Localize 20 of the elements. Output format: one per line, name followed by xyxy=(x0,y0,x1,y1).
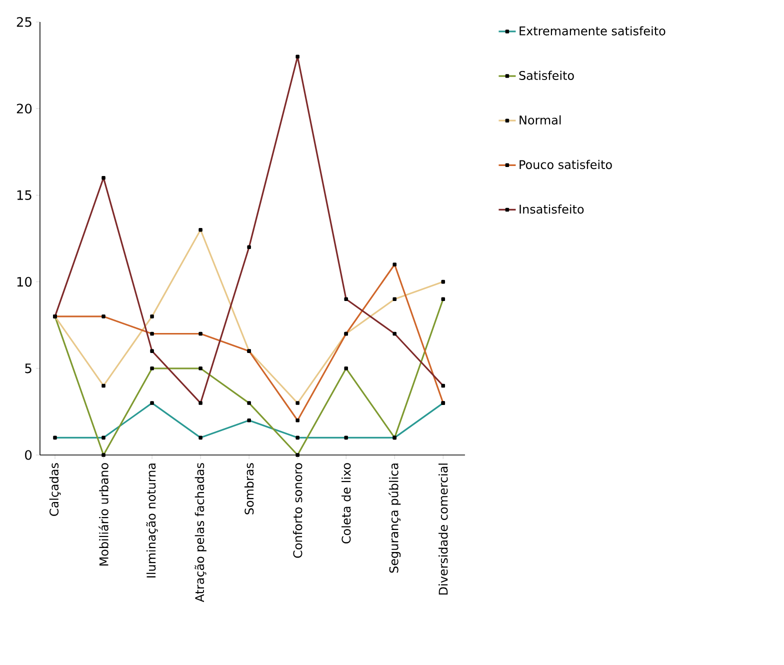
y-tick-label: 20 xyxy=(16,104,32,114)
x-tick-label: Calçadas xyxy=(49,463,61,516)
x-tick-label: Segurança pública xyxy=(388,464,401,573)
y-tick-label: 0 xyxy=(25,450,32,460)
y-tick-label: 25 xyxy=(16,17,32,27)
legend-label: Normal xyxy=(520,115,561,125)
x-tick-label: Mobiliário urbano xyxy=(98,463,108,566)
y-tick-label: 15 xyxy=(17,190,32,200)
x-tick-label: Iluminação noturna xyxy=(146,464,158,578)
legend-label: Satisfeito xyxy=(519,70,574,80)
x-tick-label: Sombras xyxy=(244,463,254,514)
legend-label: Extremamente satisfeito xyxy=(520,26,666,36)
x-tick-label: Atração pelas fachadas xyxy=(194,463,206,602)
x-tick-label: Diversidade comercial xyxy=(438,464,448,595)
legend-label: Pouco satisfeito xyxy=(520,160,612,170)
y-tick-label: 5 xyxy=(25,364,32,374)
x-tick-label: Conforto sonoro xyxy=(292,463,302,558)
y-tick-label: 10 xyxy=(17,276,32,287)
x-tick-label: Coleta de lixo xyxy=(341,463,351,544)
legend-label: Insatisfeito xyxy=(520,204,584,214)
